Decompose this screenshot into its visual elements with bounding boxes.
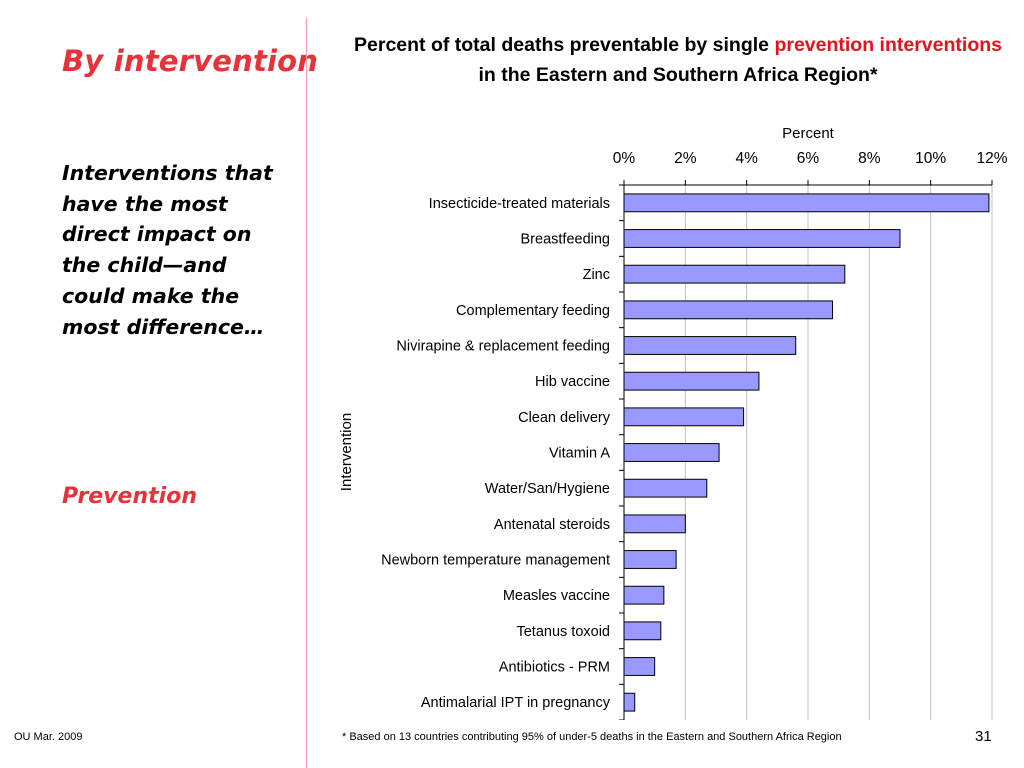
bar: [623, 514, 686, 534]
section-label: Prevention: [62, 484, 197, 509]
category-label: Breastfeeding: [521, 232, 610, 248]
bar: [623, 550, 677, 569]
page-number: 31: [975, 728, 992, 745]
x-tick-label: 8%: [858, 150, 881, 167]
x-tick-label: 12%: [976, 150, 1007, 167]
chart-title-part1: Percent of total deaths preventable by s…: [354, 34, 775, 56]
bar: [623, 193, 990, 213]
body-text: Interventions that have the most direct …: [62, 161, 273, 339]
bar: [623, 692, 636, 712]
bar: [623, 229, 901, 248]
bar: [623, 336, 797, 355]
category-label: Water/San/Hygiene: [485, 481, 610, 497]
category-label: Hib vaccine: [535, 374, 610, 390]
bar-chart: 0% 2% 4% 6% 8% 10% 12% Percent Insecticide-treat…: [338, 125, 1008, 720]
category-label: Antenatal steroids: [494, 517, 610, 533]
category-label: Complementary feeding: [456, 303, 610, 319]
category-label: Measles vaccine: [503, 588, 610, 604]
category-label: Nivirapine & replacement feeding: [396, 339, 610, 355]
bar: [623, 264, 846, 284]
category-label: Vitamin A: [549, 446, 610, 462]
bar: [623, 300, 834, 320]
bar: [623, 371, 760, 391]
category-label: Antibiotics - PRM: [499, 660, 610, 676]
vertical-divider: [306, 18, 307, 768]
category-label: Clean delivery: [518, 410, 611, 426]
footer-date: OU Mar. 2009: [14, 731, 83, 743]
footnote: * Based on 13 countries contributing 95%…: [342, 731, 842, 743]
bar: [623, 443, 720, 462]
category-label: Zinc: [583, 267, 610, 283]
chart-title-part2: in the Eastern and Southern Africa Regio…: [478, 64, 878, 86]
x-axis-title: Percent: [782, 125, 835, 142]
category-label: Tetanus toxoid: [516, 624, 610, 640]
bar: [623, 407, 745, 427]
y-axis-title: Intervention: [338, 413, 355, 491]
x-tick-label: 6%: [797, 150, 820, 167]
x-tick-label: 2%: [674, 150, 697, 167]
chart-title-highlight: prevention interventions: [774, 34, 1002, 56]
bar: [623, 478, 708, 498]
category-label: Newborn temperature management: [381, 553, 610, 569]
bar: [623, 657, 656, 676]
x-tick-label: 0%: [613, 150, 636, 167]
x-tick-label: 10%: [915, 150, 946, 167]
bar: [623, 585, 665, 605]
x-tick-label: 4%: [735, 150, 758, 167]
category-label: Antimalarial IPT in pregnancy: [421, 695, 611, 711]
slide-title: By intervention: [62, 44, 319, 78]
chart-title: Percent of total deaths preventable by s…: [348, 30, 1008, 90]
category-label: Insecticide-treated materials: [429, 196, 610, 212]
bar: [623, 621, 662, 641]
